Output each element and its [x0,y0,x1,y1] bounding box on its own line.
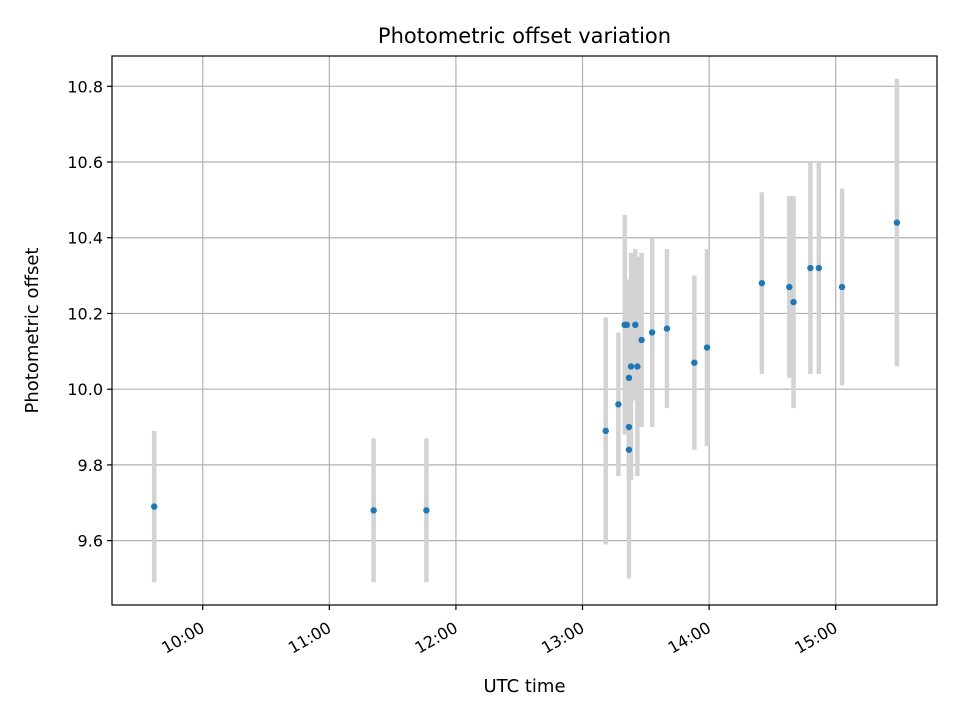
data-point [807,264,814,272]
plot-frame [111,55,938,606]
y-tick-layer: 9.6 9.8 10.0 10.2 10.4 10.6 10.8 [67,77,112,551]
y-tick-label: 9.6 [78,532,103,551]
y-tick-label: 10.8 [67,77,103,96]
data-point [625,374,633,382]
y-tick-label: 10.0 [67,380,103,399]
data-point [758,279,766,287]
data-point [838,283,846,291]
data-point [602,427,609,435]
data-point [625,446,633,453]
y-axis-title: Photometric offset [22,248,43,414]
x-axis-title: UTC time [483,676,565,697]
data-point [632,321,639,329]
data-point [815,264,823,272]
data-point [703,344,711,351]
data-point [691,359,698,366]
chart-title: Photometric offset variation [378,24,671,48]
data-point [634,363,641,370]
data-point [893,219,901,226]
data-point [638,336,645,344]
data-point [663,325,671,332]
data-point [627,363,635,370]
data-point [423,507,430,514]
y-tick-label: 10.6 [67,153,103,172]
y-tick-label: 9.8 [78,456,103,475]
y-tick-label: 10.2 [67,304,103,323]
data-point [150,503,158,510]
data-point [370,507,377,514]
data-point [648,329,656,336]
data-point [790,298,797,306]
y-tick-label: 10.4 [67,229,103,248]
point-layer [150,219,901,514]
data-point [786,283,793,291]
data-point [625,423,633,431]
data-point [623,321,631,329]
data-point [615,401,622,408]
